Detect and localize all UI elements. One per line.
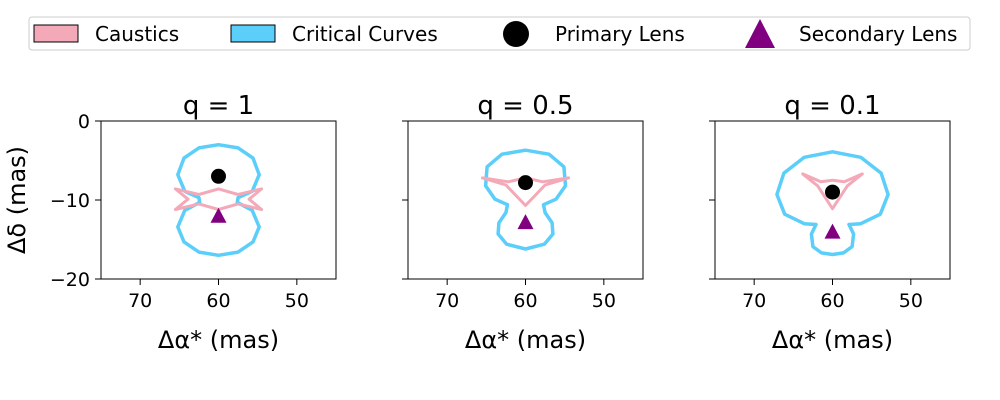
y-tick-label: −10 <box>50 190 90 212</box>
primary-lens-q1 <box>211 168 226 184</box>
secondary-lens-q01 <box>824 223 841 239</box>
y-tick-label: −20 <box>50 269 90 291</box>
legend-secondary-label: Secondary Lens <box>799 22 957 46</box>
x-axis-label-q01: Δα* (mas) <box>772 326 893 354</box>
x-axis-label-q05: Δα* (mas) <box>465 326 586 354</box>
legend-primary-marker <box>503 21 529 47</box>
caustic-q05 <box>480 176 571 207</box>
legend-secondary-marker <box>745 19 775 48</box>
x-tick-label: 70 <box>742 290 766 312</box>
panel-title-q01: q = 0.1 <box>784 91 880 121</box>
primary-lens-q01 <box>825 184 840 200</box>
panel-q1: q = 1 Δα* (mas) Δδ (mas) 70 60 50 0 −10 −20 <box>3 91 337 354</box>
legend-caustics-label: Caustics <box>95 22 179 46</box>
panel-title-q1: q = 1 <box>183 91 254 121</box>
secondary-lens-q1 <box>210 207 227 223</box>
x-tick-label: 50 <box>592 290 616 312</box>
x-tick-label: 70 <box>435 290 459 312</box>
panel-q01: q = 0.1 Δα* (mas) 70 60 50 <box>709 91 951 354</box>
x-tick-label: 60 <box>820 290 844 312</box>
y-axis-label: Δδ (mas) <box>3 146 31 254</box>
critical-curve-q01 <box>775 150 890 257</box>
primary-lens-q05 <box>518 175 533 191</box>
critical-curve-q1 <box>176 142 261 258</box>
x-tick-label: 60 <box>206 290 230 312</box>
panel-title-q05: q = 0.5 <box>477 91 573 121</box>
legend-primary-label: Primary Lens <box>555 22 685 46</box>
x-tick-label: 60 <box>513 290 537 312</box>
legend-caustics-swatch <box>33 24 79 43</box>
y-tick-label: 0 <box>78 111 90 133</box>
legend-critical-label: Critical Curves <box>292 22 438 46</box>
panel-q05: q = 0.5 Δα* (mas) 70 60 50 <box>402 91 644 354</box>
critical-curve-q05 <box>483 148 568 251</box>
secondary-lens-q05 <box>517 214 534 230</box>
caustic-q01 <box>801 172 864 211</box>
caustic-q1 <box>173 187 264 211</box>
legend: Caustics Critical Curves Primary Lens Se… <box>28 16 971 51</box>
x-tick-label: 50 <box>285 290 309 312</box>
x-tick-label: 70 <box>128 290 152 312</box>
x-axis-label-q1: Δα* (mas) <box>158 326 279 354</box>
x-tick-label: 50 <box>899 290 923 312</box>
legend-critical-swatch <box>230 24 276 43</box>
plot-frame-q05 <box>407 120 644 280</box>
